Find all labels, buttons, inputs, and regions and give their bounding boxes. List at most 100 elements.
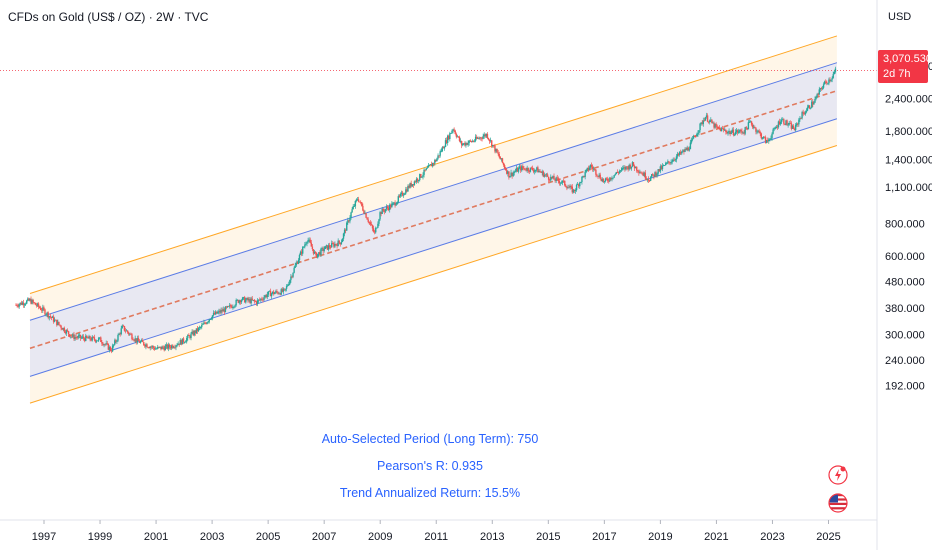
candle-body (767, 140, 769, 142)
candle-body (33, 302, 35, 304)
candle-body (814, 99, 816, 103)
bar-countdown: 2d 7h (883, 68, 911, 80)
candle-body (223, 309, 226, 313)
candle-body (203, 322, 205, 325)
candle-body (264, 295, 266, 298)
candle-body (285, 286, 288, 289)
candle-body (457, 136, 460, 138)
candle-body (652, 174, 654, 175)
candle-body (82, 336, 85, 339)
candle-body (76, 337, 78, 339)
candle-body (557, 178, 560, 181)
candle-body (157, 346, 159, 349)
currency-label[interactable]: USD (888, 11, 912, 23)
candle-body (753, 127, 755, 129)
candle-body (763, 136, 766, 138)
candle-body (742, 132, 744, 134)
candle-body (566, 186, 568, 189)
candle-body (719, 128, 722, 132)
candle-body (614, 174, 616, 176)
candle-body (280, 289, 282, 295)
candle-body (689, 142, 692, 150)
candle-body (760, 133, 762, 139)
candle-body (454, 130, 456, 134)
candle-body (571, 186, 573, 193)
candle-body (783, 119, 785, 124)
candle-body (797, 123, 799, 125)
candle-body (256, 300, 259, 304)
candle-body (151, 346, 154, 348)
candle-body (437, 155, 439, 159)
candle-body (463, 143, 465, 145)
candle-body (677, 153, 680, 155)
stat-pearson: Pearson's R: 0.935 (377, 459, 483, 473)
candle-body (532, 169, 535, 172)
candle-body (310, 242, 313, 247)
candle-body (583, 175, 585, 177)
candle-body (276, 291, 278, 293)
candle-body (512, 172, 514, 176)
candle-body (833, 71, 836, 75)
candle-body (174, 347, 176, 349)
candle-body (733, 134, 736, 136)
candle-body (335, 243, 337, 245)
candle-body (582, 175, 584, 177)
candle-body (514, 171, 517, 173)
candle-body (416, 178, 419, 181)
candle-body (150, 346, 152, 348)
candle-body (662, 165, 665, 166)
candle-body (790, 123, 793, 129)
candle-body (80, 337, 83, 339)
candle-body (533, 170, 536, 172)
candle-body (315, 252, 318, 258)
candle-body (798, 119, 800, 125)
candle-body (118, 333, 120, 335)
candle-body (73, 334, 75, 340)
candle-body (531, 167, 534, 170)
candle-body (703, 120, 706, 122)
candle-body (640, 172, 642, 174)
candle-body (199, 327, 202, 328)
candle-body (707, 121, 710, 123)
candle-body (338, 240, 340, 243)
candle-body (400, 192, 403, 194)
candle-body (233, 306, 235, 308)
candle-body (91, 336, 93, 341)
candle-body (313, 251, 316, 254)
candle-body (516, 168, 519, 172)
candle-body (395, 204, 397, 206)
candle-body (438, 155, 440, 157)
candle-body (803, 113, 805, 115)
candle-body (303, 246, 305, 248)
candle-body (596, 174, 598, 176)
candle-body (215, 311, 217, 315)
candle-body (81, 336, 84, 338)
candle-body (820, 88, 823, 89)
us-flag-icon[interactable] (828, 493, 848, 513)
candle-body (482, 136, 484, 139)
candle-body (250, 298, 252, 304)
candle-body (453, 129, 455, 131)
candle-body (99, 337, 101, 339)
candle-body (785, 120, 787, 125)
candle-body (205, 323, 207, 324)
candle-body (612, 177, 614, 179)
candle-body (235, 299, 237, 306)
candle-body (669, 162, 671, 164)
candle-body (162, 346, 164, 348)
candle-body (696, 134, 698, 137)
candle-body (739, 129, 741, 132)
candle-body (822, 84, 825, 88)
candle-body (50, 316, 53, 318)
candle-body (789, 123, 791, 124)
candle-body (643, 172, 645, 176)
candle-body (187, 335, 189, 339)
candle-body (248, 299, 250, 301)
lightning-icon[interactable] (828, 465, 848, 485)
candle-body (160, 346, 162, 350)
candle-body (212, 312, 215, 316)
candle-body (228, 305, 231, 307)
candle-body (265, 295, 267, 298)
candle-body (372, 228, 375, 232)
